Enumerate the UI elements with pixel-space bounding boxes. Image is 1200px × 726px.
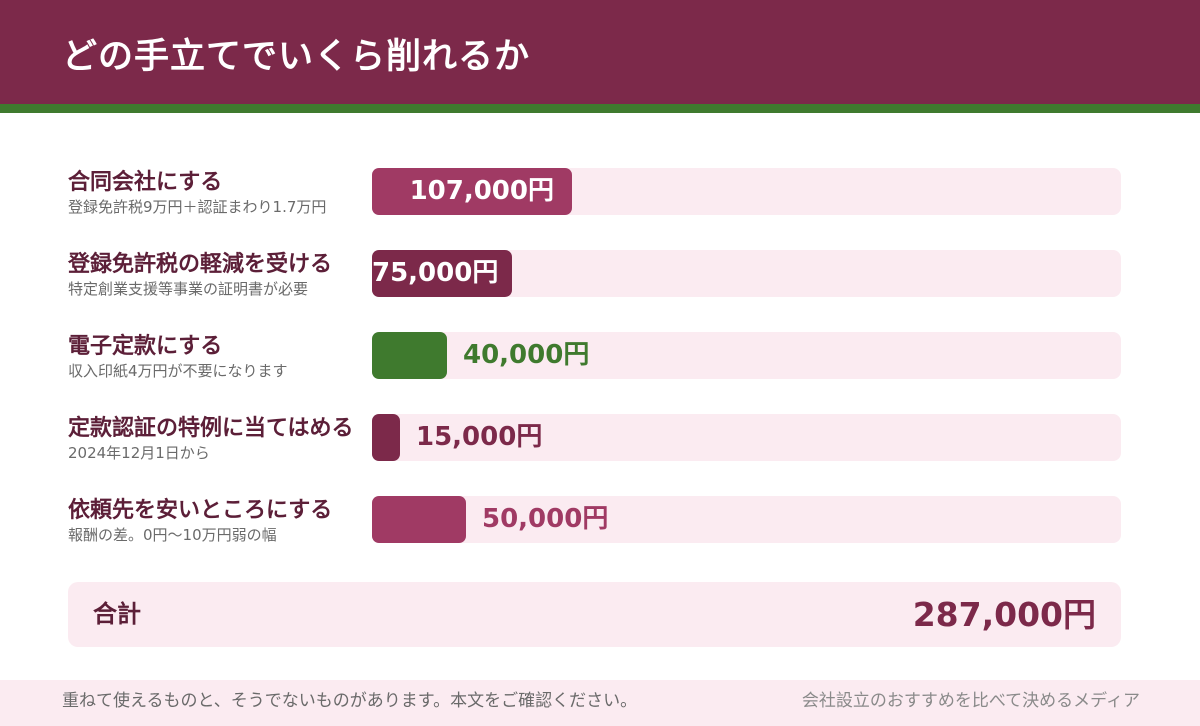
bar-track: 107,000円 bbox=[372, 168, 1121, 215]
bar-category-label: 定款認証の特例に当てはめる bbox=[68, 416, 354, 441]
page-title: どの手立てでいくら削れるか bbox=[62, 37, 531, 77]
chart-row-3: 定款認証の特例に当てはめる 2024年12月1日から 15,000円 bbox=[0, 414, 1200, 474]
total-summary: 合計 287,000円 bbox=[68, 582, 1121, 647]
bar-track: 75,000円 bbox=[372, 250, 1121, 297]
bar-mark bbox=[372, 250, 512, 297]
row-label-group: 合同会社にする 登録免許税9万円＋認証まわり1.7万円 bbox=[68, 168, 368, 217]
footer-bar: 重ねて使えるものと、そうでないものがあります。本文をご確認ください。 会社設立の… bbox=[0, 680, 1200, 726]
chart-row-4: 依頼先を安いところにする 報酬の差。0円〜10万円弱の幅 50,000円 bbox=[0, 496, 1200, 556]
bar-track: 15,000円 bbox=[372, 414, 1121, 461]
header-banner bbox=[0, 0, 1200, 104]
bar-category-label: 依頼先を安いところにする bbox=[68, 498, 333, 523]
bar-mark bbox=[372, 332, 447, 379]
bar-mark bbox=[372, 168, 572, 215]
bar-category-label: 電子定款にする bbox=[68, 334, 223, 359]
bar-category-label: 合同会社にする bbox=[68, 170, 223, 195]
header-accent-stripe bbox=[0, 104, 1200, 113]
row-label-group: 定款認証の特例に当てはめる 2024年12月1日から bbox=[68, 414, 368, 463]
bar-value-label: 40,000円 bbox=[463, 340, 590, 370]
bar-category-sublabel: 2024年12月1日から bbox=[68, 444, 210, 462]
bar-mark bbox=[372, 496, 466, 543]
bar-mark bbox=[372, 414, 400, 461]
chart-row-2: 電子定款にする 収入印紙4万円が不要になります 40,000円 bbox=[0, 332, 1200, 392]
bar-value-label: 107,000円 bbox=[409, 176, 554, 206]
bar-track: 50,000円 bbox=[372, 496, 1121, 543]
bar-category-sublabel: 収入印紙4万円が不要になります bbox=[68, 362, 288, 380]
bar-value-label: 50,000円 bbox=[482, 504, 609, 534]
bar-value-label: 75,000円 bbox=[372, 258, 499, 288]
footer-note: 重ねて使えるものと、そうでないものがあります。本文をご確認ください。 bbox=[62, 691, 638, 711]
chart-row-1: 登録免許税の軽減を受ける 特定創業支援等事業の証明書が必要 75,000円 bbox=[0, 250, 1200, 310]
row-label-group: 依頼先を安いところにする 報酬の差。0円〜10万円弱の幅 bbox=[68, 496, 368, 545]
row-label-group: 電子定款にする 収入印紙4万円が不要になります bbox=[68, 332, 368, 381]
total-value: 287,000円 bbox=[912, 595, 1096, 634]
row-label-group: 登録免許税の軽減を受ける 特定創業支援等事業の証明書が必要 bbox=[68, 250, 368, 299]
total-label: 合計 bbox=[93, 600, 141, 628]
chart-row-0: 合同会社にする 登録免許税9万円＋認証まわり1.7万円 107,000円 bbox=[0, 168, 1200, 228]
bar-category-sublabel: 報酬の差。0円〜10万円弱の幅 bbox=[68, 526, 277, 544]
bar-category-sublabel: 登録免許税9万円＋認証まわり1.7万円 bbox=[68, 198, 327, 216]
bar-category-label: 登録免許税の軽減を受ける bbox=[68, 252, 333, 277]
footer-brand: 会社設立のおすすめを比べて決めるメディア bbox=[801, 691, 1140, 711]
bar-value-label: 15,000円 bbox=[416, 422, 543, 452]
bar-track: 40,000円 bbox=[372, 332, 1121, 379]
bar-category-sublabel: 特定創業支援等事業の証明書が必要 bbox=[68, 280, 309, 298]
